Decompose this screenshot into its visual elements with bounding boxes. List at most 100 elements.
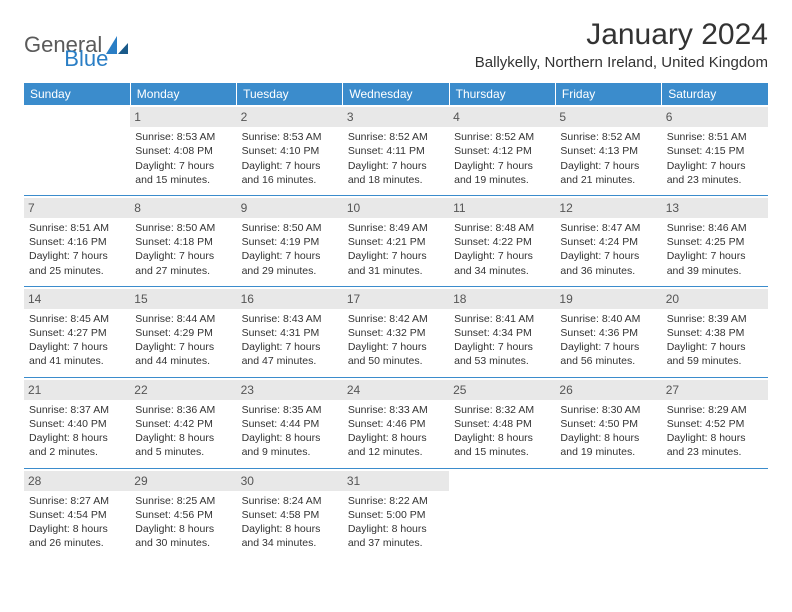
- day-info-line: and 56 minutes.: [560, 354, 656, 368]
- calendar-body: 1Sunrise: 8:53 AMSunset: 4:08 PMDaylight…: [24, 105, 768, 558]
- day-number: 11: [449, 198, 555, 218]
- day-info-line: Sunrise: 8:25 AM: [135, 494, 231, 508]
- day-info-line: Sunrise: 8:46 AM: [667, 221, 763, 235]
- day-info-line: Daylight: 8 hours: [348, 431, 444, 445]
- day-info-line: Sunrise: 8:50 AM: [242, 221, 338, 235]
- day-info: Sunrise: 8:24 AMSunset: 4:58 PMDaylight:…: [241, 494, 339, 551]
- empty-day: [24, 107, 130, 127]
- day-info: Sunrise: 8:39 AMSunset: 4:38 PMDaylight:…: [666, 312, 764, 369]
- day-info: Sunrise: 8:52 AMSunset: 4:11 PMDaylight:…: [347, 130, 445, 187]
- day-cell: 1 Sunrise: 8:53 AMSunset: 4:08 PMDaylight…: [130, 105, 236, 195]
- day-number: 14: [24, 289, 130, 309]
- day-info-line: Sunset: 4:58 PM: [242, 508, 338, 522]
- day-number: 1: [130, 107, 236, 127]
- day-info: Sunrise: 8:44 AMSunset: 4:29 PMDaylight:…: [134, 312, 232, 369]
- day-info-line: Sunset: 4:38 PM: [667, 326, 763, 340]
- day-info-line: Daylight: 7 hours: [242, 340, 338, 354]
- day-info-line: Sunrise: 8:22 AM: [348, 494, 444, 508]
- day-info-line: Sunrise: 8:32 AM: [454, 403, 550, 417]
- day-cell: 5Sunrise: 8:52 AMSunset: 4:13 PMDaylight…: [555, 105, 661, 195]
- day-info-line: Sunset: 4:40 PM: [29, 417, 125, 431]
- day-info-line: Sunset: 4:24 PM: [560, 235, 656, 249]
- day-cell: 20 Sunrise: 8:39 AMSunset: 4:38 PMDayligh…: [662, 287, 768, 377]
- day-info-line: Daylight: 7 hours: [667, 159, 763, 173]
- day-cell: [24, 105, 130, 195]
- day-number: 20: [662, 289, 768, 309]
- day-info: Sunrise: 8:50 AMSunset: 4:18 PMDaylight:…: [134, 221, 232, 278]
- day-info-line: Sunrise: 8:53 AM: [135, 130, 231, 144]
- day-info-line: Sunrise: 8:49 AM: [348, 221, 444, 235]
- page-header: General Blue January 2024 Ballykelly, No…: [24, 18, 768, 79]
- day-info-line: Sunrise: 8:48 AM: [454, 221, 550, 235]
- day-info-line: Sunset: 4:34 PM: [454, 326, 550, 340]
- day-info: Sunrise: 8:51 AMSunset: 4:16 PMDaylight:…: [28, 221, 126, 278]
- day-cell: 31Sunrise: 8:22 AMSunset: 5:00 PMDayligh…: [343, 469, 449, 559]
- day-info: Sunrise: 8:30 AMSunset: 4:50 PMDaylight:…: [559, 403, 657, 460]
- day-info-line: and 19 minutes.: [560, 445, 656, 459]
- day-cell: 8Sunrise: 8:50 AMSunset: 4:18 PMDaylight…: [130, 196, 236, 286]
- day-info-line: Daylight: 7 hours: [560, 159, 656, 173]
- day-info: Sunrise: 8:45 AMSunset: 4:27 PMDaylight:…: [28, 312, 126, 369]
- day-info-line: Sunset: 4:54 PM: [29, 508, 125, 522]
- day-info-line: Sunset: 4:22 PM: [454, 235, 550, 249]
- day-info-line: Sunset: 4:52 PM: [667, 417, 763, 431]
- day-info-line: and 2 minutes.: [29, 445, 125, 459]
- day-info: Sunrise: 8:43 AMSunset: 4:31 PMDaylight:…: [241, 312, 339, 369]
- day-cell: 11Sunrise: 8:48 AMSunset: 4:22 PMDayligh…: [449, 196, 555, 286]
- weekday-header: Wednesday: [343, 83, 449, 105]
- day-info-line: Sunset: 4:08 PM: [135, 144, 231, 158]
- day-info-line: and 50 minutes.: [348, 354, 444, 368]
- week-row: 7Sunrise: 8:51 AMSunset: 4:16 PMDaylight…: [24, 196, 768, 286]
- day-info-line: Sunrise: 8:44 AM: [135, 312, 231, 326]
- day-number: 28: [24, 471, 130, 491]
- day-info: Sunrise: 8:35 AMSunset: 4:44 PMDaylight:…: [241, 403, 339, 460]
- brand-logo: General Blue: [24, 18, 108, 72]
- day-info-line: Daylight: 7 hours: [667, 340, 763, 354]
- day-cell: 13Sunrise: 8:46 AMSunset: 4:25 PMDayligh…: [662, 196, 768, 286]
- week-row: 1Sunrise: 8:53 AMSunset: 4:08 PMDaylight…: [24, 105, 768, 195]
- day-info-line: and 21 minutes.: [560, 173, 656, 187]
- day-info-line: Sunset: 4:42 PM: [135, 417, 231, 431]
- day-info-line: and 18 minutes.: [348, 173, 444, 187]
- day-info-line: Sunrise: 8:41 AM: [454, 312, 550, 326]
- empty-day: [662, 471, 768, 491]
- logo-sail-icon: [106, 36, 128, 54]
- day-info-line: Daylight: 7 hours: [29, 249, 125, 263]
- day-number: 24: [343, 380, 449, 400]
- logo-text-blue: Blue: [64, 46, 108, 72]
- weekday-header: Monday: [130, 83, 236, 105]
- day-info-line: Daylight: 7 hours: [135, 159, 231, 173]
- weekday-header: Saturday: [662, 83, 768, 105]
- day-info-line: Sunset: 4:46 PM: [348, 417, 444, 431]
- empty-day: [555, 471, 661, 491]
- day-info-line: Sunset: 4:13 PM: [560, 144, 656, 158]
- day-info-line: Daylight: 7 hours: [454, 340, 550, 354]
- day-cell: 25Sunrise: 8:32 AMSunset: 4:48 PMDayligh…: [449, 378, 555, 468]
- day-info-line: Sunset: 4:19 PM: [242, 235, 338, 249]
- day-info-line: Sunset: 4:36 PM: [560, 326, 656, 340]
- day-info-line: and 34 minutes.: [454, 264, 550, 278]
- day-info-line: Sunset: 4:31 PM: [242, 326, 338, 340]
- day-number: 18: [449, 289, 555, 309]
- day-info-line: and 23 minutes.: [667, 173, 763, 187]
- day-number: 17: [343, 289, 449, 309]
- week-row: 28Sunrise: 8:27 AMSunset: 4:54 PMDayligh…: [24, 469, 768, 559]
- day-number: 27: [662, 380, 768, 400]
- day-info: Sunrise: 8:40 AMSunset: 4:36 PMDaylight:…: [559, 312, 657, 369]
- day-info-line: Daylight: 8 hours: [454, 431, 550, 445]
- day-info-line: Sunset: 4:44 PM: [242, 417, 338, 431]
- day-info-line: Daylight: 7 hours: [667, 249, 763, 263]
- day-info-line: Sunrise: 8:39 AM: [667, 312, 763, 326]
- day-info: Sunrise: 8:32 AMSunset: 4:48 PMDaylight:…: [453, 403, 551, 460]
- day-cell: 29Sunrise: 8:25 AMSunset: 4:56 PMDayligh…: [130, 469, 236, 559]
- day-info-line: Sunrise: 8:27 AM: [29, 494, 125, 508]
- day-cell: 7Sunrise: 8:51 AMSunset: 4:16 PMDaylight…: [24, 196, 130, 286]
- day-info-line: Sunset: 4:15 PM: [667, 144, 763, 158]
- day-number: 2: [237, 107, 343, 127]
- day-info-line: and 5 minutes.: [135, 445, 231, 459]
- day-info-line: and 47 minutes.: [242, 354, 338, 368]
- day-number: 29: [130, 471, 236, 491]
- day-info: Sunrise: 8:22 AMSunset: 5:00 PMDaylight:…: [347, 494, 445, 551]
- day-info: Sunrise: 8:37 AMSunset: 4:40 PMDaylight:…: [28, 403, 126, 460]
- month-title: January 2024: [475, 18, 768, 52]
